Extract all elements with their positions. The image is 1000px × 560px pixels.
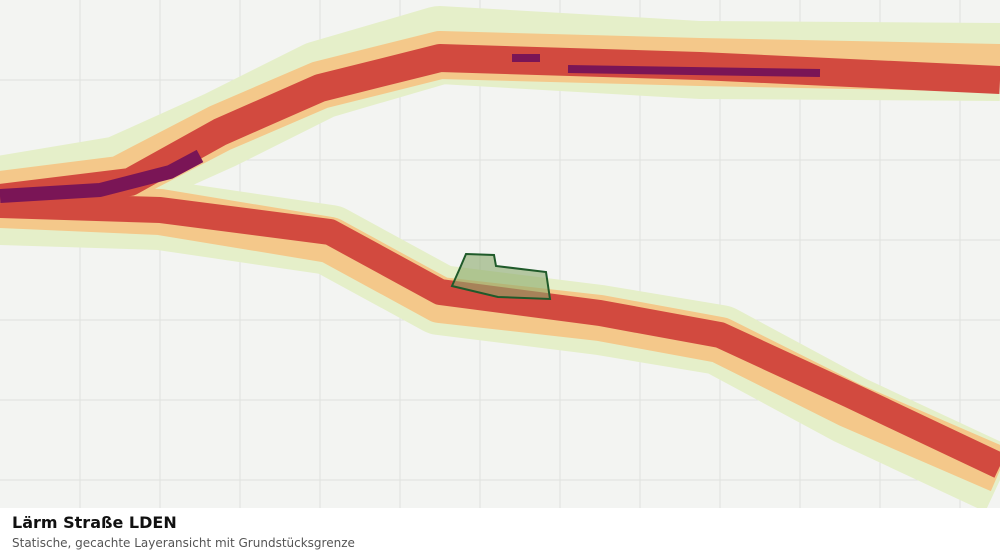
caption: Lärm Straße LDEN Statische, gecachte Lay… (12, 512, 355, 552)
layer-title: Lärm Straße LDEN (12, 513, 177, 532)
layer-subtitle: Statische, gecachte Layeransicht mit Gru… (12, 536, 355, 550)
noise-bands (0, 6, 1000, 508)
parcel-boundary (450, 252, 552, 301)
map (0, 0, 1000, 508)
